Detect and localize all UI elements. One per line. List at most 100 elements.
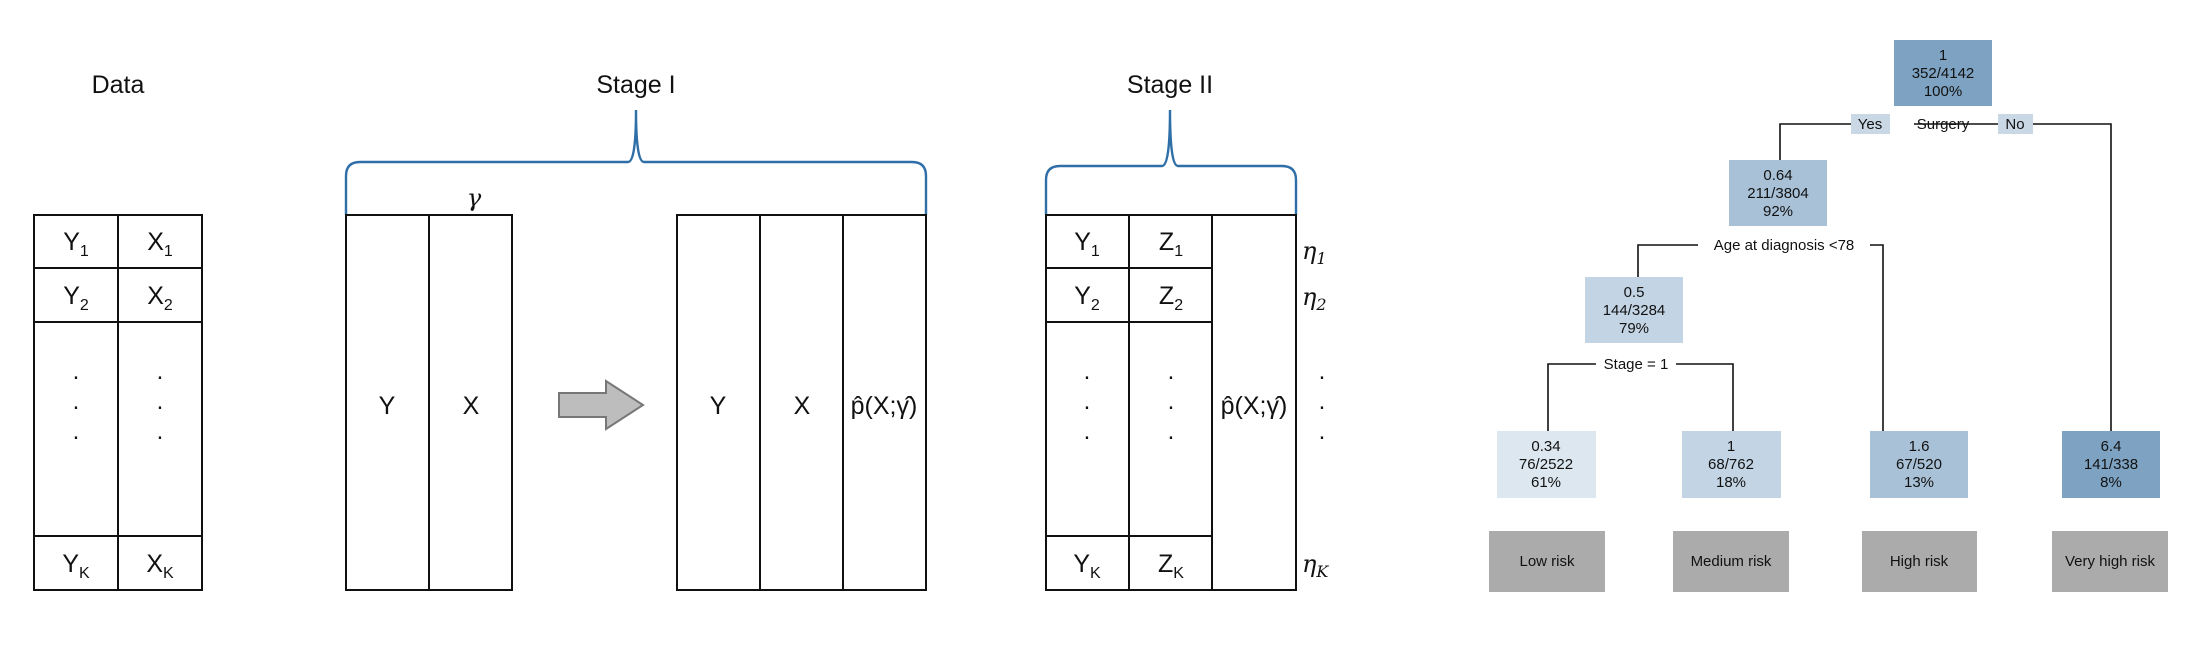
stage2-ellipsis-dot: . xyxy=(1084,358,1091,385)
eta-k-label: ηK xyxy=(1302,550,1329,581)
data-cell-x1: X1 xyxy=(147,228,173,260)
split-surgery-label: Surgery xyxy=(1917,116,1970,133)
risk-box xyxy=(1489,531,1605,592)
node-box xyxy=(1729,160,1827,226)
leaf-count: 67/520 xyxy=(1896,456,1942,473)
stage1-output-table: Y X p̂(X;γ̂) xyxy=(676,214,927,591)
stage1-out-col-x: X xyxy=(794,392,811,420)
tree-node-root: 1 352/4142 100% xyxy=(1894,40,1992,106)
leaf-count: 76/2522 xyxy=(1519,456,1573,473)
data-ellipsis-dot: . xyxy=(73,358,80,385)
eta-2-label: η2 xyxy=(1302,283,1327,314)
risk-category-low: Low risk xyxy=(1489,531,1605,592)
risk-label: High risk xyxy=(1890,553,1949,570)
stage2-cell-y2: Y2 xyxy=(1074,282,1100,314)
eta-1-label: η1 xyxy=(1302,237,1327,268)
tree-connector-root xyxy=(1779,123,2112,431)
leaf-percent: 61% xyxy=(1531,474,1561,491)
leaf-rate: 1.6 xyxy=(1909,438,1930,455)
data-title: Data xyxy=(92,71,145,99)
leaf-box xyxy=(2062,431,2160,498)
risk-label: Medium risk xyxy=(1691,553,1772,570)
node-percent: 79% xyxy=(1619,320,1649,337)
tree-leaf-very-high: 6.4 141/338 8% xyxy=(2062,431,2160,498)
stage2-ellipsis-dot: . xyxy=(1084,388,1091,415)
data-ellipsis-dot: . xyxy=(157,358,164,385)
data-cell-y1: Y1 xyxy=(63,228,89,260)
eta-ellipsis-dot: . xyxy=(1319,418,1326,445)
gamma-label: γ xyxy=(467,184,482,212)
stage2-ellipsis-dot: . xyxy=(1084,418,1091,445)
data-cell-xk: XK xyxy=(146,550,174,582)
leaf-count: 141/338 xyxy=(2084,456,2138,473)
tree-leaf-low: 0.34 76/2522 61% xyxy=(1497,431,1596,498)
eta-ellipsis-dot: . xyxy=(1319,388,1326,415)
risk-category-high: High risk xyxy=(1862,531,1977,592)
risk-box xyxy=(1862,531,1977,592)
leaf-rate: 0.34 xyxy=(1531,438,1560,455)
data-ellipsis-dot: . xyxy=(157,418,164,445)
leaf-box xyxy=(1497,431,1596,498)
stage1-title: Stage I xyxy=(596,71,675,99)
stage1-phat-label: p̂(X;γ̂) xyxy=(851,392,918,420)
leaf-rate: 6.4 xyxy=(2101,438,2122,455)
stage2-ellipsis-dot: . xyxy=(1168,358,1175,385)
stage2-title: Stage II xyxy=(1127,71,1213,99)
node-percent: 92% xyxy=(1763,203,1793,220)
eta-ellipsis-dot: . xyxy=(1319,358,1326,385)
node-rate: 0.64 xyxy=(1763,167,1792,184)
tree-node-age-under-78: 0.5 144/3284 79% xyxy=(1585,277,1683,343)
split-yes-label: Yes xyxy=(1858,116,1882,133)
tree-leaf-high: 1.6 67/520 13% xyxy=(1870,431,1968,498)
node-count: 211/3804 xyxy=(1747,185,1808,202)
split-stage-label: Stage = 1 xyxy=(1604,356,1669,373)
stage1-col-y: Y xyxy=(379,392,396,420)
tree-connector-stage xyxy=(1547,363,1734,431)
data-ellipsis-dot: . xyxy=(73,418,80,445)
node-count: 352/4142 xyxy=(1912,65,1975,82)
data-ellipsis-dot: . xyxy=(73,388,80,415)
decision-tree: Yes Surgery No Age at diagnosis <78 Stag… xyxy=(1489,40,2168,592)
split-label-bg xyxy=(1596,354,1676,374)
risk-box xyxy=(2052,531,2168,592)
node-rate: 1 xyxy=(1939,47,1947,64)
risk-category-medium: Medium risk xyxy=(1673,531,1789,592)
stage2-cell-z2: Z2 xyxy=(1159,282,1183,314)
split-label-bg xyxy=(1698,235,1870,255)
data-cell-yk: YK xyxy=(62,550,90,582)
stage1-brace xyxy=(344,109,928,215)
stage2-cell-y1: Y1 xyxy=(1074,228,1100,260)
leaf-box xyxy=(1682,431,1781,498)
data-cell-x2: X2 xyxy=(147,282,173,314)
node-count: 144/3284 xyxy=(1603,302,1666,319)
stage2-cell-z1: Z1 xyxy=(1159,228,1183,260)
risk-box xyxy=(1673,531,1789,592)
split-no-label: No xyxy=(2005,116,2024,133)
data-ellipsis-dot: . xyxy=(157,388,164,415)
right-arrow-icon xyxy=(558,379,645,431)
node-box xyxy=(1894,40,1992,106)
node-box xyxy=(1585,277,1683,343)
stage2-cell-yk: YK xyxy=(1073,550,1101,582)
stage1-input-table: γ Y X xyxy=(345,184,513,591)
leaf-percent: 13% xyxy=(1904,474,1934,491)
stage2-ellipsis-dot: . xyxy=(1168,418,1175,445)
stage2-table-border xyxy=(1045,214,1297,591)
leaf-rate: 1 xyxy=(1727,438,1735,455)
risk-label: Low risk xyxy=(1519,553,1575,570)
leaf-percent: 8% xyxy=(2100,474,2122,491)
leaf-box xyxy=(1870,431,1968,498)
stage1-out-col-y: Y xyxy=(710,392,727,420)
risk-label: Very high risk xyxy=(2065,553,2156,570)
split-age-label: Age at diagnosis <78 xyxy=(1714,237,1855,254)
node-percent: 100% xyxy=(1924,83,1962,100)
stage2-brace xyxy=(1044,109,1298,215)
stage2-phat-label: p̂(X;γ̂) xyxy=(1221,392,1288,420)
leaf-percent: 18% xyxy=(1716,474,1746,491)
eta-labels: η1 η2 . . . ηK xyxy=(1302,237,1329,581)
stage2-cell-zk: ZK xyxy=(1158,550,1184,582)
tree-leaf-medium: 1 68/762 18% xyxy=(1682,431,1781,498)
stage1-col-x: X xyxy=(463,392,480,420)
node-rate: 0.5 xyxy=(1624,284,1645,301)
